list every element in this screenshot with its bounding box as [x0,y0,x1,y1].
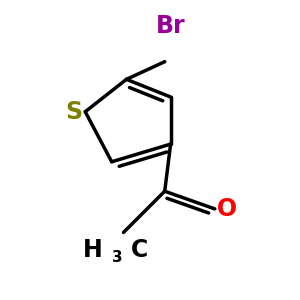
Text: C: C [131,238,148,262]
Text: S: S [65,100,82,124]
Text: 3: 3 [112,250,122,265]
Text: Br: Br [156,14,185,38]
Text: O: O [217,197,237,221]
Text: H: H [83,238,103,262]
